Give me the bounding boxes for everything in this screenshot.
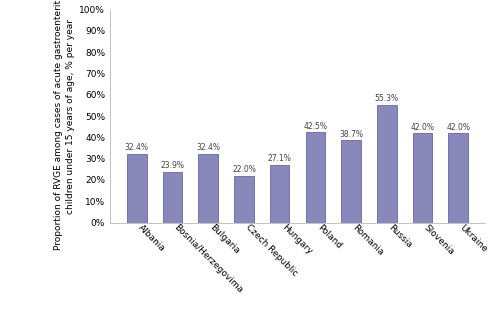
Bar [198,154,218,223]
Y-axis label: Proportion of RVGE among cases of acute gastroenteritis in
children under 15 yea: Proportion of RVGE among cases of acute … [54,0,75,250]
Text: 42.0%: 42.0% [446,123,470,132]
Bar [341,140,361,223]
Text: 55.3%: 55.3% [374,94,399,103]
Bar [448,133,468,223]
Bar [127,154,146,223]
Bar [234,176,254,223]
Text: 23.9%: 23.9% [160,161,184,170]
Bar [412,133,432,223]
Bar [377,105,396,223]
Bar [306,132,325,223]
Text: 42.5%: 42.5% [304,121,328,131]
Text: 32.4%: 32.4% [196,143,220,152]
Text: 27.1%: 27.1% [268,154,291,163]
Text: 22.0%: 22.0% [232,165,256,174]
Text: 38.7%: 38.7% [339,130,363,139]
Bar [162,172,182,223]
Text: 32.4%: 32.4% [125,143,149,152]
Text: 42.0%: 42.0% [410,123,434,132]
Bar [270,165,289,223]
